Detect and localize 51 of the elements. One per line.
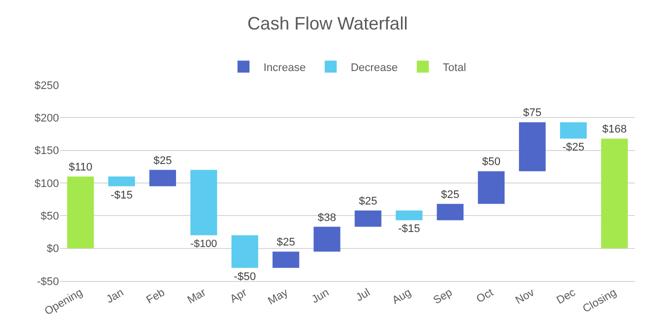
bar <box>396 210 422 220</box>
x-tick-label: Jan <box>104 286 126 306</box>
x-tick-label: Jul <box>354 286 372 304</box>
x-tick-label: Feb <box>144 286 167 307</box>
x-tick-label: May <box>266 286 291 308</box>
bar <box>354 210 382 227</box>
y-tick-label: -$50 <box>36 276 59 288</box>
bar <box>314 226 340 252</box>
data-label: -$15 <box>398 223 420 236</box>
bar <box>560 122 587 139</box>
data-label: $75 <box>523 107 542 120</box>
bar <box>518 122 546 172</box>
bar <box>108 176 135 186</box>
bar <box>436 204 464 220</box>
data-label: -$25 <box>562 142 584 154</box>
chart-title: Cash Flow Waterfall <box>247 13 408 34</box>
data-label: $25 <box>276 236 296 249</box>
data-label: $38 <box>318 212 336 224</box>
data-label: $110 <box>68 161 92 174</box>
x-tick-label: Mar <box>186 286 208 307</box>
y-tick-label: $100 <box>34 178 59 190</box>
data-label: $50 <box>482 156 500 168</box>
legend-label: Decrease <box>350 62 398 74</box>
x-tick-label: Sep <box>431 286 454 307</box>
legend-label: Total <box>442 62 466 74</box>
data-label: -$100 <box>190 238 218 250</box>
bar <box>272 252 300 268</box>
bar <box>149 170 176 186</box>
data-label: $25 <box>441 188 460 201</box>
data-label: $25 <box>358 195 378 208</box>
y-tick-label: $50 <box>40 210 59 223</box>
x-tick-label: Apr <box>228 286 250 306</box>
bar <box>601 138 628 248</box>
data-label: $25 <box>154 154 172 167</box>
bar <box>190 170 218 236</box>
y-tick-label: $250 <box>34 80 59 92</box>
y-tick-label: $0 <box>46 243 59 256</box>
x-tick-label: Jun <box>310 286 332 306</box>
bar <box>231 235 258 268</box>
y-tick-label: $150 <box>34 145 59 158</box>
data-label: -$50 <box>234 270 256 283</box>
data-label: $168 <box>602 124 627 136</box>
bar <box>478 171 505 204</box>
x-tick-label: Nov <box>514 286 537 307</box>
x-tick-label: Dec <box>554 286 578 307</box>
bar <box>67 176 94 248</box>
data-label: -$15 <box>110 189 133 202</box>
x-tick-label: Oct <box>474 286 496 306</box>
x-tick-label: Aug <box>390 286 414 307</box>
y-tick-label: $200 <box>34 112 59 125</box>
legend-label: Increase <box>264 62 306 74</box>
